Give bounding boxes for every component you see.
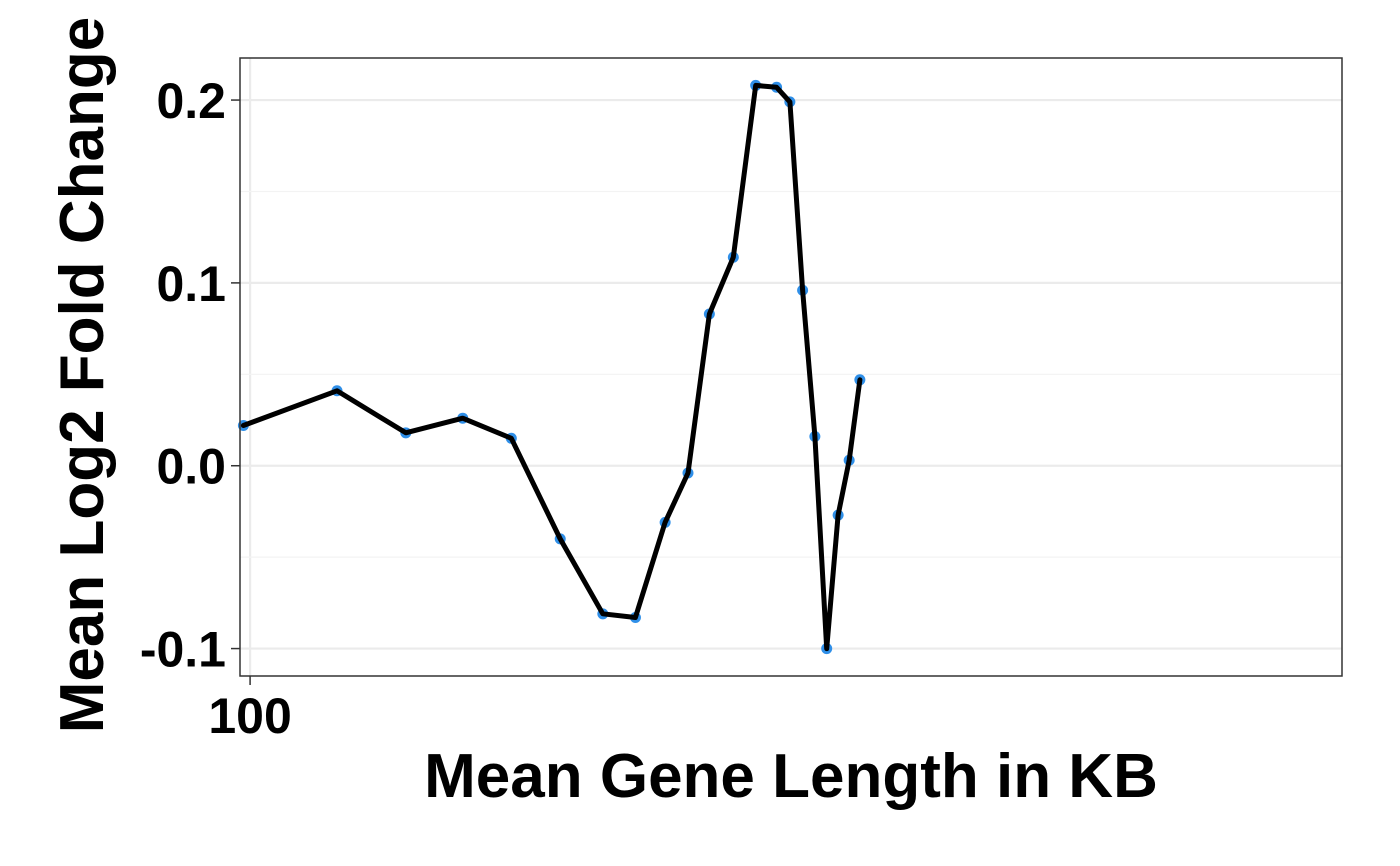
x-axis-ticks: 100	[208, 676, 292, 744]
series-line	[240, 82, 863, 652]
y-axis-ticks: -0.1 0.0 0.1 0.2	[140, 73, 240, 678]
x-tick-label: 100	[208, 688, 291, 744]
y-tick-label: 0.2	[156, 73, 226, 129]
y-tick-label: 0.0	[156, 439, 226, 495]
y-tick-label: -0.1	[140, 622, 226, 678]
minor-gridlines	[240, 190, 1342, 558]
x-axis-title: Mean Gene Length in KB	[424, 742, 1158, 811]
plot-panel-border	[239, 57, 1343, 677]
plot-background	[240, 58, 1342, 676]
data-line-group	[240, 82, 863, 652]
y-axis-title: Mean Log2 Fold Change	[48, 17, 117, 733]
y-tick-label: 0.1	[156, 256, 226, 312]
